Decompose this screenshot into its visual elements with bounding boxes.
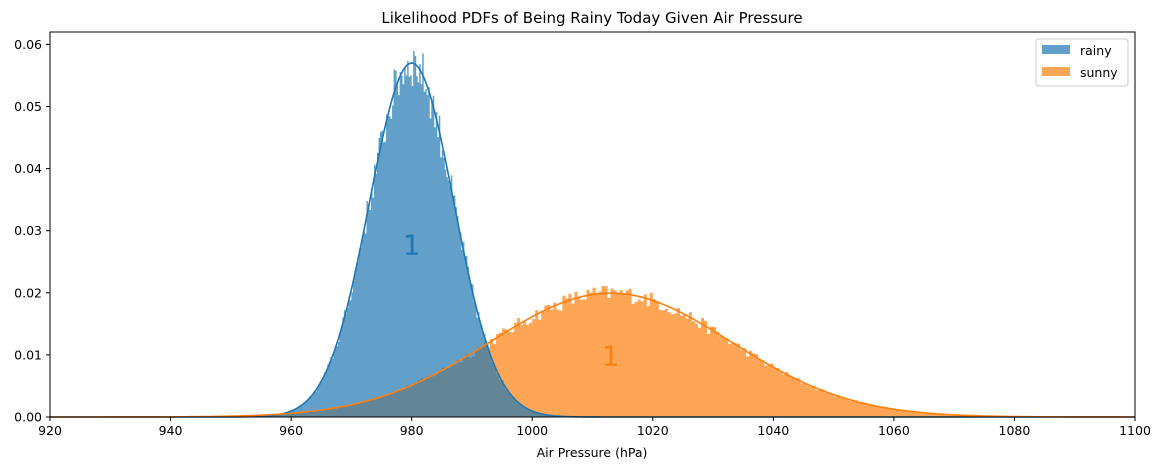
x-tick-label: 1100 [1119,423,1151,438]
legend-label-sunny: sunny [1080,65,1118,80]
legend-swatch-sunny [1042,67,1070,76]
legend-label-rainy: rainy [1080,43,1112,58]
annotation-rainy: 1 [403,228,421,261]
x-axis-label: Air Pressure (hPa) [537,445,648,460]
pdf-curve-sunny [50,292,1135,418]
annotations: 11 [403,228,620,372]
y-tick-label: 0.04 [14,161,42,176]
y-tick-label: 0.02 [14,285,42,300]
x-tick-label: 940 [159,423,183,438]
annotation-sunny: 1 [602,339,620,372]
legend-swatch-rainy [1042,45,1070,54]
x-tick-label: 1000 [516,423,548,438]
histogram-rainy [260,51,551,417]
y-tick-label: 0.05 [14,99,42,114]
histogram-bars-rainy [260,51,551,417]
y-tick-label: 0.03 [14,223,42,238]
x-tick-label: 1080 [999,423,1031,438]
x-tick-label: 960 [279,423,303,438]
histogram-layer [170,51,1045,417]
y-tick-label: 0.06 [14,37,42,52]
x-axis: 920 940 960 980 1000 1020 1040 1060 1080 1100 [38,417,1151,438]
x-tick-label: 920 [38,423,62,438]
histogram-bars-sunny [170,285,1045,417]
chart-title: Likelihood PDFs of Being Rainy Today Giv… [381,9,802,27]
x-tick-label: 980 [400,423,424,438]
x-tick-label: 1060 [878,423,910,438]
y-tick-label: 0.01 [14,347,42,362]
y-tick-label: 0.00 [14,410,42,425]
plot-frame [49,31,1136,418]
x-tick-label: 1040 [757,423,789,438]
y-axis: 0.00 0.01 0.02 0.03 0.04 0.05 0.06 [14,37,50,425]
x-tick-label: 1020 [637,423,669,438]
histogram-sunny [170,285,1045,417]
legend: rainy sunny [1035,38,1129,87]
